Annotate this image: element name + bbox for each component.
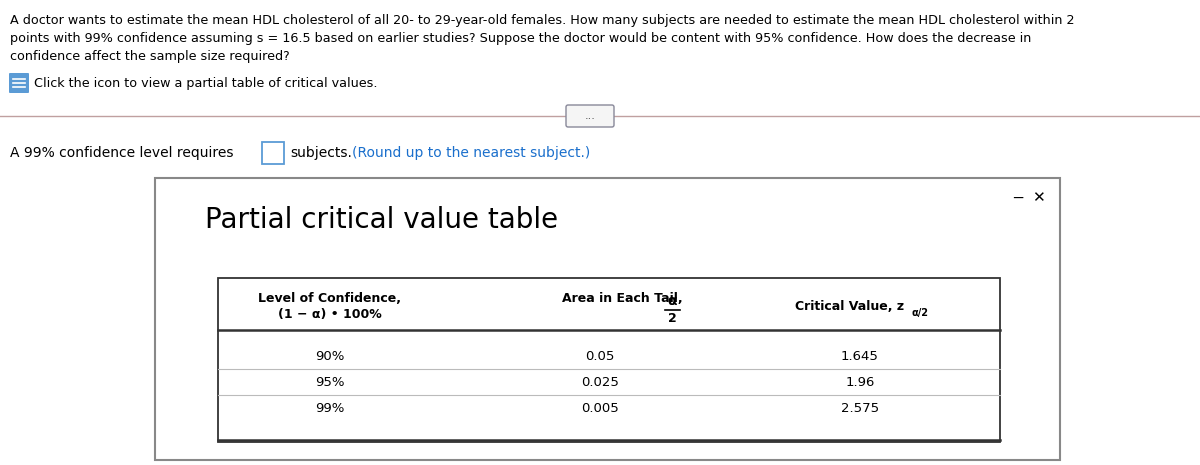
Text: (1 − α) • 100%: (1 − α) • 100% bbox=[278, 308, 382, 321]
Text: points with 99% confidence assuming s = 16.5 based on earlier studies? Suppose t: points with 99% confidence assuming s = … bbox=[10, 32, 1031, 45]
FancyBboxPatch shape bbox=[10, 73, 29, 93]
Text: Level of Confidence,: Level of Confidence, bbox=[258, 292, 402, 305]
Text: 90%: 90% bbox=[316, 350, 344, 363]
Text: confidence affect the sample size required?: confidence affect the sample size requir… bbox=[10, 50, 289, 63]
Text: 0.005: 0.005 bbox=[581, 401, 619, 414]
Text: ─: ─ bbox=[1014, 191, 1022, 206]
Text: α/2: α/2 bbox=[912, 308, 929, 318]
FancyBboxPatch shape bbox=[566, 105, 614, 127]
Text: 2.575: 2.575 bbox=[841, 401, 880, 414]
Text: 1.645: 1.645 bbox=[841, 350, 878, 363]
Text: ✕: ✕ bbox=[1032, 191, 1044, 206]
Text: ...: ... bbox=[584, 111, 595, 121]
Text: α: α bbox=[667, 294, 677, 308]
Text: 0.05: 0.05 bbox=[586, 350, 614, 363]
Text: Area in Each Tail,: Area in Each Tail, bbox=[562, 292, 683, 305]
Text: 95%: 95% bbox=[316, 376, 344, 388]
FancyBboxPatch shape bbox=[262, 142, 284, 164]
Text: A 99% confidence level requires: A 99% confidence level requires bbox=[10, 146, 234, 160]
FancyBboxPatch shape bbox=[218, 278, 1000, 442]
Text: subjects.: subjects. bbox=[290, 146, 352, 160]
Text: A doctor wants to estimate the mean HDL cholesterol of all 20- to 29-year-old fe: A doctor wants to estimate the mean HDL … bbox=[10, 14, 1074, 27]
Text: Critical Value, z: Critical Value, z bbox=[796, 300, 905, 313]
Text: 99%: 99% bbox=[316, 401, 344, 414]
Text: 1.96: 1.96 bbox=[845, 376, 875, 388]
FancyBboxPatch shape bbox=[155, 178, 1060, 460]
Text: (Round up to the nearest subject.): (Round up to the nearest subject.) bbox=[352, 146, 590, 160]
Text: 0.025: 0.025 bbox=[581, 376, 619, 388]
Text: Click the icon to view a partial table of critical values.: Click the icon to view a partial table o… bbox=[34, 77, 378, 89]
Text: Partial critical value table: Partial critical value table bbox=[205, 206, 558, 234]
Text: 2: 2 bbox=[667, 312, 677, 325]
